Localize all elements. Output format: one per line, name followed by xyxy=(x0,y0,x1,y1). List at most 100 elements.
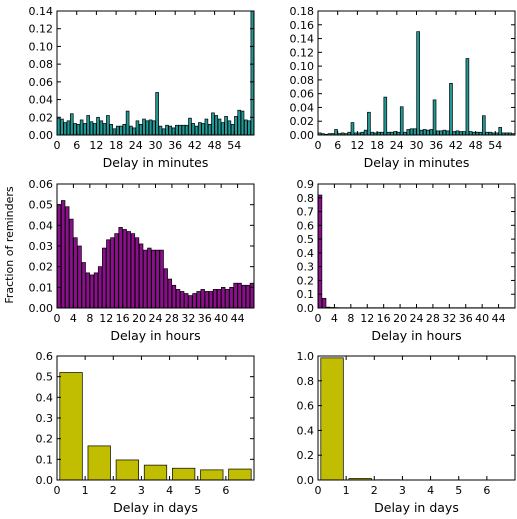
bar xyxy=(224,116,228,136)
bar xyxy=(459,131,463,136)
bar xyxy=(132,127,136,136)
x-tick-label: 24 xyxy=(390,139,404,152)
bar xyxy=(200,289,205,309)
bar xyxy=(85,272,90,309)
y-tick-label: 0.04 xyxy=(29,94,54,107)
y-tick-label: 0.8 xyxy=(297,375,315,388)
y-tick-label: 0.4 xyxy=(297,247,315,260)
y-tick-label: 0.00 xyxy=(29,302,54,315)
bar xyxy=(138,243,144,309)
bar xyxy=(498,127,503,136)
y-tick-label: 0.08 xyxy=(29,58,54,71)
x-tick-label: 36 xyxy=(459,312,473,325)
y-tick-label: 0.16 xyxy=(290,19,315,32)
chart-days-b: 0.0 0.2 0.4 0.6 0.8 1.0 0 1 2 3 4 5 6 Delay in days xyxy=(297,350,516,515)
x-tick-label: 16 xyxy=(377,312,391,325)
bar xyxy=(161,128,166,136)
bar xyxy=(115,459,139,481)
x-tick-label: 3 xyxy=(399,484,406,497)
bar xyxy=(334,129,338,136)
bar xyxy=(130,233,136,309)
bar xyxy=(442,129,447,136)
x-tick-label: 2 xyxy=(110,484,117,497)
x-tick-label: 2 xyxy=(371,484,378,497)
x-tick-label: 0 xyxy=(54,484,61,497)
x-tick-label: 0 xyxy=(315,312,322,325)
bar xyxy=(247,120,251,136)
bar xyxy=(237,109,242,136)
x-tick-label: 8 xyxy=(86,312,93,325)
bar xyxy=(81,262,86,309)
x-tick-label: 12 xyxy=(350,139,364,152)
bar xyxy=(159,249,164,309)
bar xyxy=(237,282,242,309)
bar xyxy=(102,123,107,136)
bar xyxy=(234,116,238,136)
bar xyxy=(56,204,62,309)
x-tick-label: 24 xyxy=(149,312,163,325)
y-tick-label: 0.14 xyxy=(29,5,54,18)
bar xyxy=(99,120,104,136)
bar xyxy=(188,295,193,309)
x-tick-label: 32 xyxy=(181,312,195,325)
x-tick-label: 0 xyxy=(315,139,322,152)
x-tick-label: 40 xyxy=(475,312,489,325)
y-tick-label: 0.10 xyxy=(29,40,54,53)
bar xyxy=(468,131,473,136)
bar xyxy=(413,128,417,136)
x-tick-label: 28 xyxy=(165,312,179,325)
y-tick-label: 0.6 xyxy=(297,219,315,232)
x-tick-label: 24 xyxy=(129,139,143,152)
x-tick-label: 44 xyxy=(492,312,506,325)
bar xyxy=(163,268,168,309)
chart-hours-a: 0.00 0.01 0.02 0.03 0.04 0.05 0.06 0 4 8 12 16 20 24 2… xyxy=(29,178,255,343)
bar xyxy=(60,118,64,136)
bar xyxy=(200,469,224,481)
x-tick-label: 30 xyxy=(410,139,424,152)
bar xyxy=(56,117,61,136)
x-tick-label: 40 xyxy=(214,312,228,325)
bar xyxy=(367,111,371,136)
bar xyxy=(106,239,111,309)
chart-minutes-b: 0.000.020.040.060.080.100.120.140.160.18… xyxy=(290,5,516,170)
x-tick-label: 5 xyxy=(455,484,462,497)
y-tick-label: 0.00 xyxy=(290,129,315,142)
y-tick-label: 0.1 xyxy=(297,288,315,301)
bar xyxy=(79,119,84,136)
x-tick-label: 36 xyxy=(168,139,182,152)
bar xyxy=(171,284,177,309)
bar xyxy=(97,266,103,309)
bar xyxy=(439,130,443,136)
bar xyxy=(87,445,111,481)
bar xyxy=(188,117,192,136)
bar xyxy=(227,120,232,136)
bar xyxy=(158,125,163,136)
bar xyxy=(233,282,238,309)
bar xyxy=(399,106,404,136)
bar xyxy=(320,357,344,481)
x-tick-label: 12 xyxy=(89,139,103,152)
bar xyxy=(110,237,115,309)
bar xyxy=(69,218,74,309)
bar xyxy=(155,249,160,309)
x-tick-label: 0 xyxy=(54,139,61,152)
y-tick-label: 0.00 xyxy=(29,129,54,142)
y-tick-label: 0.02 xyxy=(29,111,54,124)
x-tick-label: 32 xyxy=(442,312,456,325)
bar xyxy=(114,233,119,309)
bar xyxy=(83,123,87,136)
bar xyxy=(145,120,150,136)
bar xyxy=(69,113,74,136)
bar xyxy=(172,467,196,481)
plot-frame xyxy=(317,355,516,481)
bar xyxy=(250,10,255,136)
x-axis-label: Delay in minutes xyxy=(364,155,470,170)
x-tick-label: 8 xyxy=(347,312,354,325)
x-tick-label: 44 xyxy=(231,312,245,325)
y-tick-label: 0.10 xyxy=(290,60,315,73)
bar xyxy=(143,464,168,481)
bar xyxy=(192,293,197,309)
bar xyxy=(229,286,234,309)
bar xyxy=(211,112,215,136)
